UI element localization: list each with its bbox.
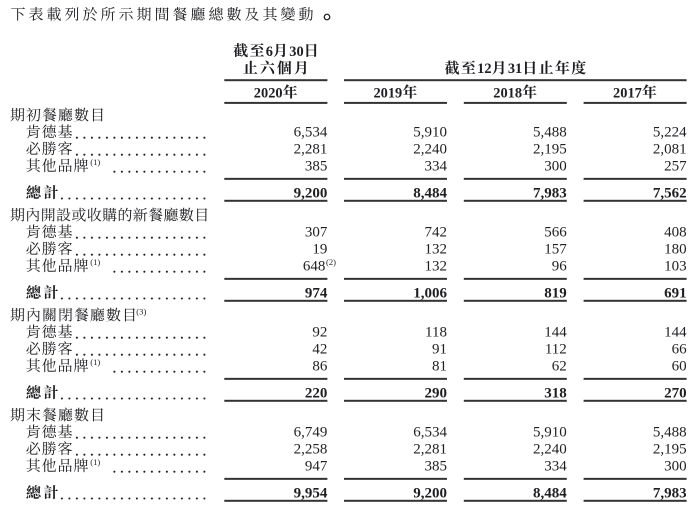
svg-text:19: 19 [312, 242, 327, 258]
svg-text:6: 6 [266, 44, 273, 60]
svg-text:92: 92 [312, 325, 327, 341]
svg-text:5,224: 5,224 [653, 125, 687, 141]
svg-text:2,258: 2,258 [294, 442, 328, 458]
svg-text:2019: 2019 [373, 85, 402, 101]
svg-text:2,240: 2,240 [533, 442, 567, 458]
svg-text:648: 648 [303, 259, 326, 275]
svg-text:385: 385 [425, 459, 448, 475]
svg-text:91: 91 [432, 342, 447, 358]
svg-text:257: 257 [664, 159, 687, 175]
svg-text:(2): (2) [326, 257, 336, 267]
svg-text:12: 12 [477, 61, 491, 77]
svg-text:(1): (1) [90, 457, 100, 467]
svg-text:(1): (1) [90, 257, 100, 267]
svg-text:8,484: 8,484 [413, 185, 447, 201]
svg-text:2017: 2017 [613, 85, 642, 101]
svg-text:2,281: 2,281 [294, 142, 328, 158]
svg-text:318: 318 [544, 385, 567, 401]
svg-text:132: 132 [425, 259, 448, 275]
svg-text:220: 220 [305, 385, 328, 401]
svg-text:300: 300 [664, 459, 687, 475]
svg-text:2,195: 2,195 [653, 442, 687, 458]
svg-text:7,562: 7,562 [653, 185, 687, 201]
svg-text:5,488: 5,488 [653, 425, 687, 441]
svg-text:60: 60 [672, 359, 687, 375]
svg-text:385: 385 [305, 159, 328, 175]
svg-text:112: 112 [545, 342, 567, 358]
svg-text:2018: 2018 [493, 85, 522, 101]
svg-text:(1): (1) [90, 357, 100, 367]
svg-text:81: 81 [432, 359, 447, 375]
svg-text:118: 118 [425, 325, 447, 341]
svg-text:2,281: 2,281 [413, 442, 447, 458]
svg-text:144: 144 [544, 325, 567, 341]
svg-text:9,200: 9,200 [413, 485, 447, 501]
svg-text:5,910: 5,910 [413, 125, 447, 141]
svg-text:947: 947 [305, 459, 328, 475]
svg-text:7,983: 7,983 [533, 185, 567, 201]
svg-text:5,488: 5,488 [533, 125, 567, 141]
svg-text:103: 103 [664, 259, 687, 275]
svg-text:5,910: 5,910 [533, 425, 567, 441]
svg-text:270: 270 [664, 385, 687, 401]
svg-text:9,954: 9,954 [294, 485, 328, 501]
svg-text:300: 300 [544, 159, 567, 175]
svg-text:157: 157 [544, 242, 567, 258]
svg-text:132: 132 [425, 242, 448, 258]
svg-text:144: 144 [664, 325, 687, 341]
svg-text:334: 334 [425, 159, 448, 175]
svg-text:62: 62 [552, 359, 567, 375]
svg-text:30: 30 [289, 44, 303, 60]
svg-text:2020: 2020 [254, 85, 283, 101]
svg-text:180: 180 [664, 242, 687, 258]
svg-text:96: 96 [552, 259, 568, 275]
svg-text:42: 42 [312, 342, 327, 358]
svg-text:307: 307 [305, 225, 328, 241]
svg-text:334: 334 [544, 459, 567, 475]
svg-text:819: 819 [544, 285, 567, 301]
svg-text:8,484: 8,484 [533, 485, 567, 501]
svg-text:31: 31 [508, 61, 522, 77]
svg-text:(1): (1) [90, 157, 100, 167]
svg-text:566: 566 [544, 225, 567, 241]
svg-text:290: 290 [425, 385, 448, 401]
svg-text:2,081: 2,081 [653, 142, 687, 158]
svg-text:6,749: 6,749 [294, 425, 328, 441]
svg-text:6,534: 6,534 [294, 125, 328, 141]
svg-text:691: 691 [664, 285, 687, 301]
svg-text:742: 742 [425, 225, 448, 241]
svg-text:1,006: 1,006 [413, 285, 447, 301]
svg-text:2,240: 2,240 [413, 142, 447, 158]
svg-text:7,983: 7,983 [653, 485, 687, 501]
svg-text:974: 974 [305, 285, 328, 301]
svg-text:9,200: 9,200 [294, 185, 328, 201]
svg-text:66: 66 [672, 342, 688, 358]
svg-text:6,534: 6,534 [413, 425, 447, 441]
svg-text:(3): (3) [136, 307, 146, 317]
svg-text:408: 408 [664, 225, 687, 241]
svg-text:2,195: 2,195 [533, 142, 567, 158]
svg-text:86: 86 [312, 359, 328, 375]
